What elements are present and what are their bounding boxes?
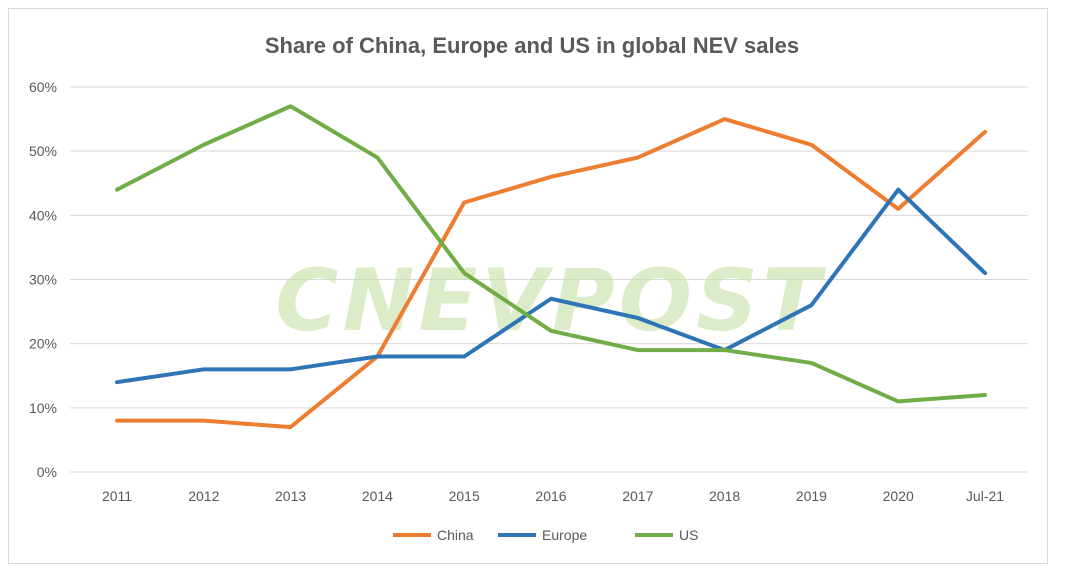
series-line-us [115,104,987,404]
series-line-china [115,117,987,430]
chart-title: Share of China, Europe and US in global … [265,33,799,58]
y-tick-label: 20% [29,336,57,352]
x-tick-label: 2019 [796,488,827,504]
chart-frame [8,8,1048,564]
y-tick-label: 0% [37,464,57,480]
y-tick-label: 50% [29,143,57,159]
series-line-europe [115,187,987,385]
y-tick-label: 10% [29,400,57,416]
x-tick-label: 2013 [275,488,306,504]
x-tick-label: 2018 [709,488,740,504]
x-tick-label: 2011 [102,488,132,504]
y-tick-label: 30% [29,272,57,288]
x-tick-label: 2020 [883,488,914,504]
x-tick-label: 2015 [449,488,480,504]
x-tick-label: Jul-21 [966,488,1004,504]
legend-label: China [437,527,474,543]
x-tick-label: 2017 [622,488,653,504]
x-tick-label: 2016 [535,488,566,504]
legend-label: Europe [542,527,587,543]
y-tick-label: 60% [29,79,57,95]
legend-label: US [679,527,698,543]
y-tick-label: 40% [29,207,57,223]
x-tick-label: 2012 [188,488,219,504]
x-tick-label: 2014 [362,488,393,504]
